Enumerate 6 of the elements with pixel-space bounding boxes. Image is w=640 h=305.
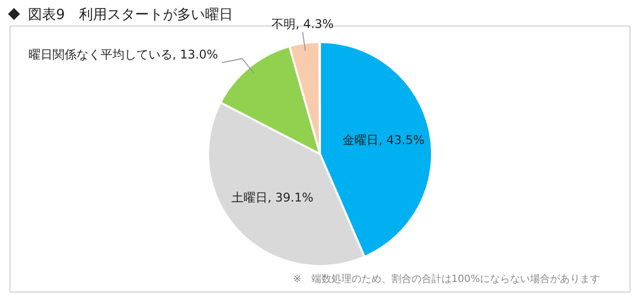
chart-title: 図表9 利用スタートが多い曜日 xyxy=(28,7,233,23)
slice-label: 曜日関係なく平均している, 13.0% xyxy=(28,48,218,62)
text: ※ 端数処理のため、割合の合計は100%にならない場合があります xyxy=(293,273,600,285)
slice-label: 土曜日, 39.1% xyxy=(232,190,314,205)
slice-label: 金曜日, 43.5% xyxy=(342,133,424,148)
slice-label: 不明, 4.3% xyxy=(272,17,334,32)
